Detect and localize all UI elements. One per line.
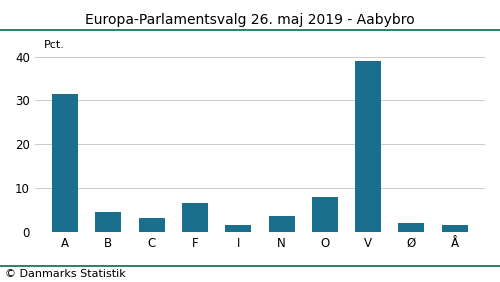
Bar (182, 203, 208, 232)
Bar (268, 216, 294, 232)
Bar (312, 197, 338, 232)
Text: © Danmarks Statistik: © Danmarks Statistik (5, 269, 126, 279)
Bar (225, 225, 251, 232)
Bar (398, 223, 424, 232)
Bar (355, 61, 381, 232)
Bar (52, 94, 78, 232)
Text: Europa-Parlamentsvalg 26. maj 2019 - Aabybro: Europa-Parlamentsvalg 26. maj 2019 - Aab… (85, 13, 415, 27)
Bar (138, 219, 164, 232)
Bar (442, 225, 468, 232)
Bar (96, 212, 122, 232)
Text: Pct.: Pct. (44, 40, 64, 50)
